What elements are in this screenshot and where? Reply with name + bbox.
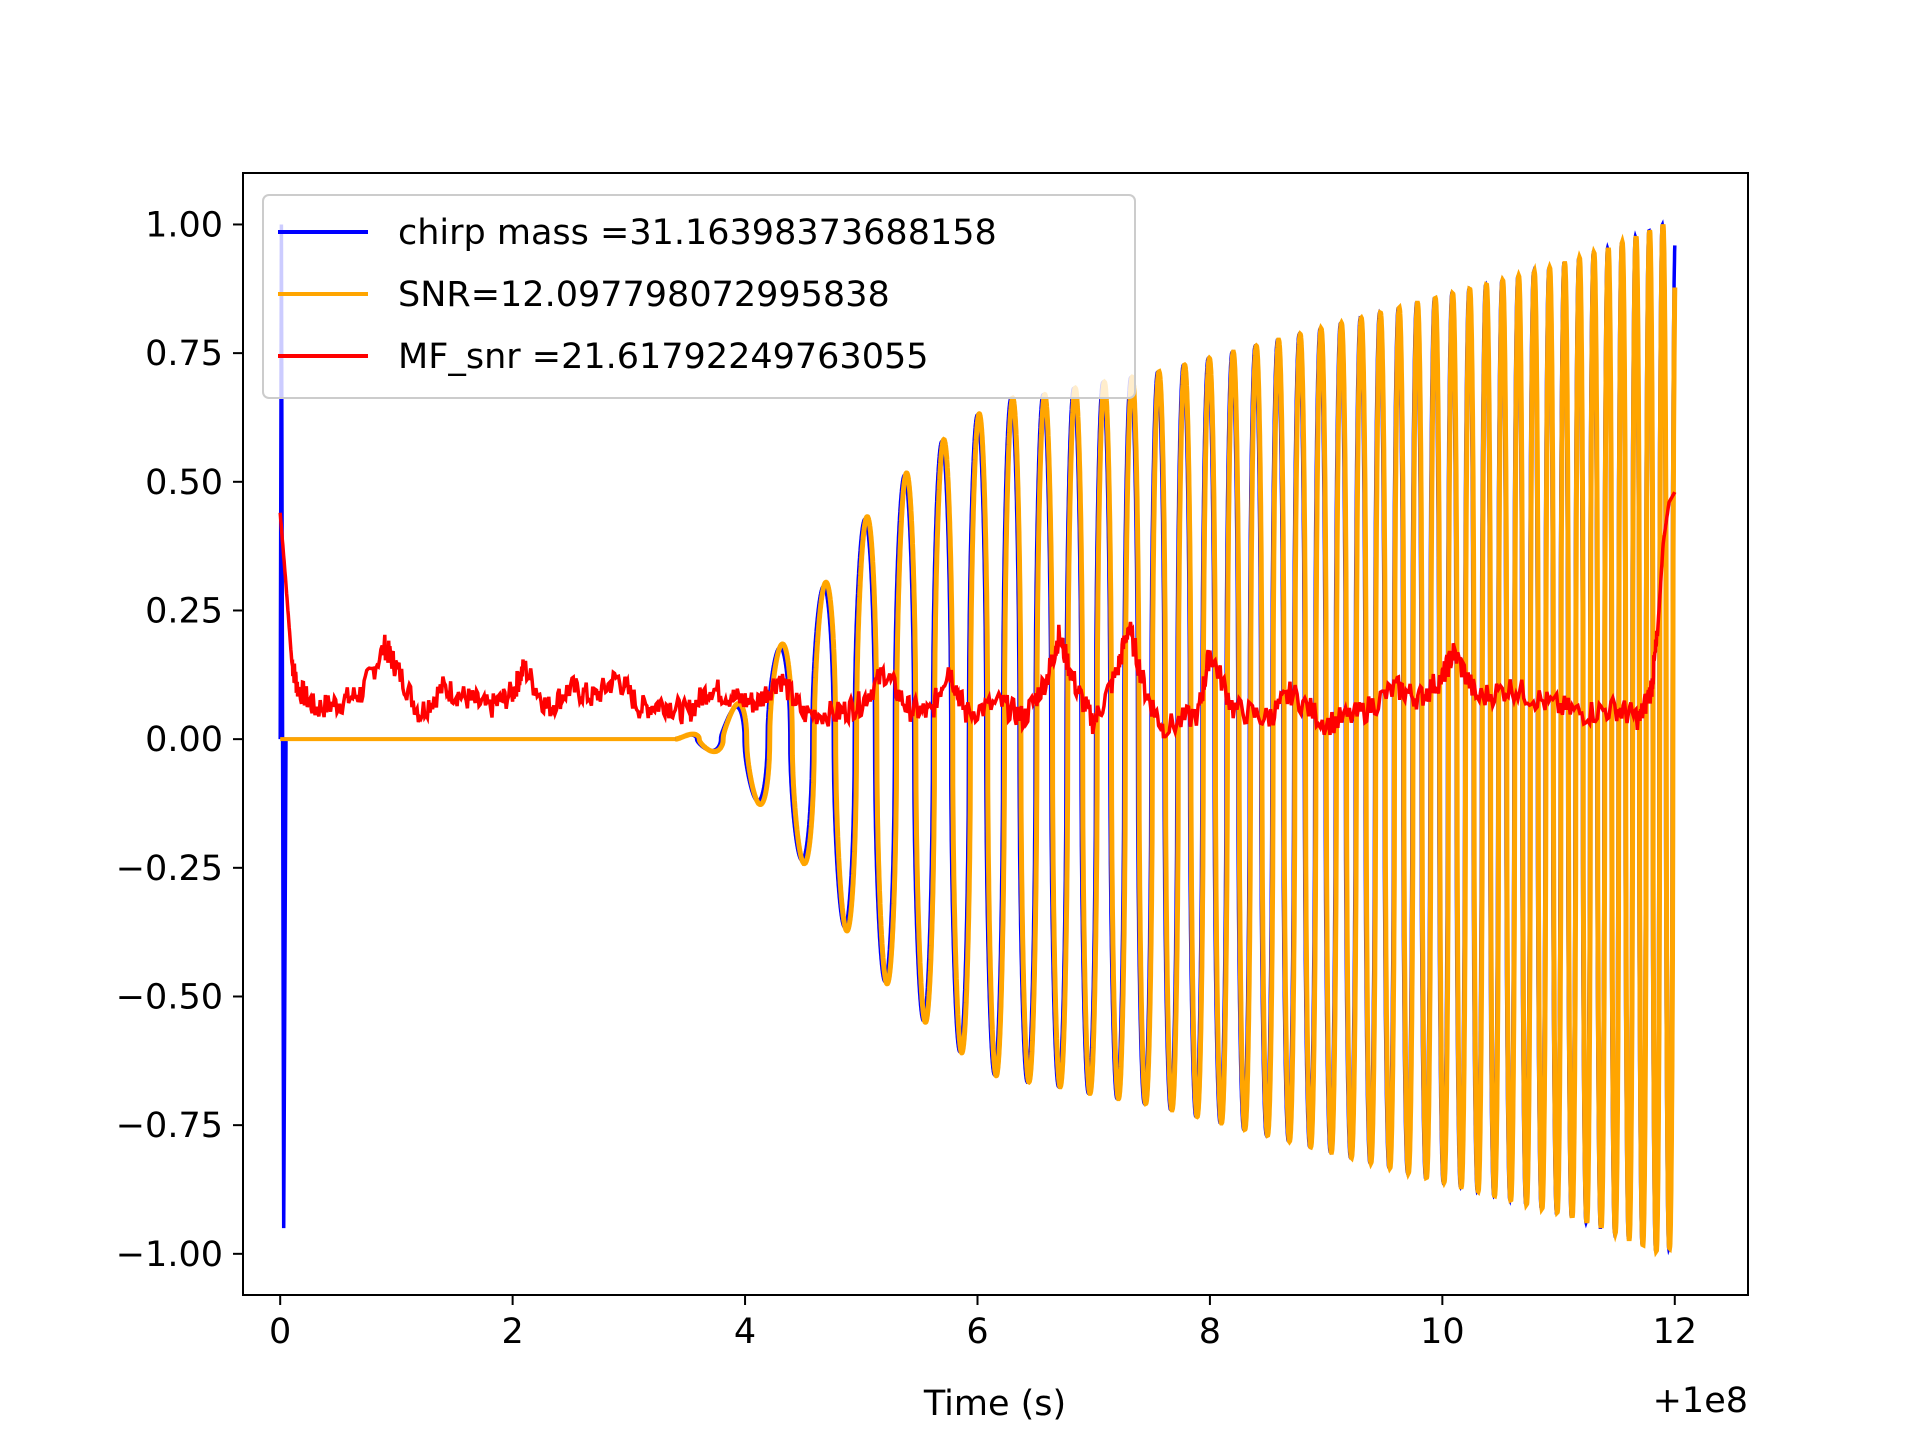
y-axis: 1.00 0.75 0.50 0.25 0.00 −0.25 −0.50 −0.75 −1.00 <box>116 205 243 1275</box>
x-offset-label: +1e8 <box>1653 1381 1748 1421</box>
y-tick-label: −0.75 <box>116 1106 223 1146</box>
x-tick-label: 8 <box>1199 1312 1221 1352</box>
legend: chirp mass =31.16398373688158 SNR=12.0977… <box>262 194 1136 399</box>
legend-label: chirp mass =31.16398373688158 <box>398 213 997 253</box>
x-tick-label: 12 <box>1653 1312 1698 1352</box>
x-axis: 0 2 4 6 8 10 12 <box>269 1295 1697 1352</box>
y-tick-label: −0.50 <box>116 977 223 1017</box>
x-tick-label: 6 <box>966 1312 988 1352</box>
legend-label: SNR=12.097798072995838 <box>398 275 890 315</box>
legend-label: MF_snr =21.61792249763055 <box>398 337 929 377</box>
x-tick-label: 4 <box>734 1312 756 1352</box>
series-snr <box>674 224 1678 1258</box>
y-tick-label: 0.25 <box>145 591 223 631</box>
y-tick-label: 0.00 <box>145 720 223 760</box>
y-tick-label: −0.25 <box>116 849 223 889</box>
x-tick-label: 2 <box>501 1312 523 1352</box>
y-tick-label: 1.00 <box>145 205 223 245</box>
x-axis-label: Time (s) <box>923 1384 1066 1424</box>
y-tick-label: 0.75 <box>145 334 223 374</box>
y-tick-label: −1.00 <box>116 1235 223 1275</box>
plot-frame <box>242 172 1749 1296</box>
series-mf-snr <box>278 491 1677 739</box>
y-tick-label: 0.50 <box>145 463 223 503</box>
x-tick-label: 10 <box>1420 1312 1465 1352</box>
x-tick-label: 0 <box>269 1312 291 1352</box>
legend-box <box>262 194 1136 399</box>
